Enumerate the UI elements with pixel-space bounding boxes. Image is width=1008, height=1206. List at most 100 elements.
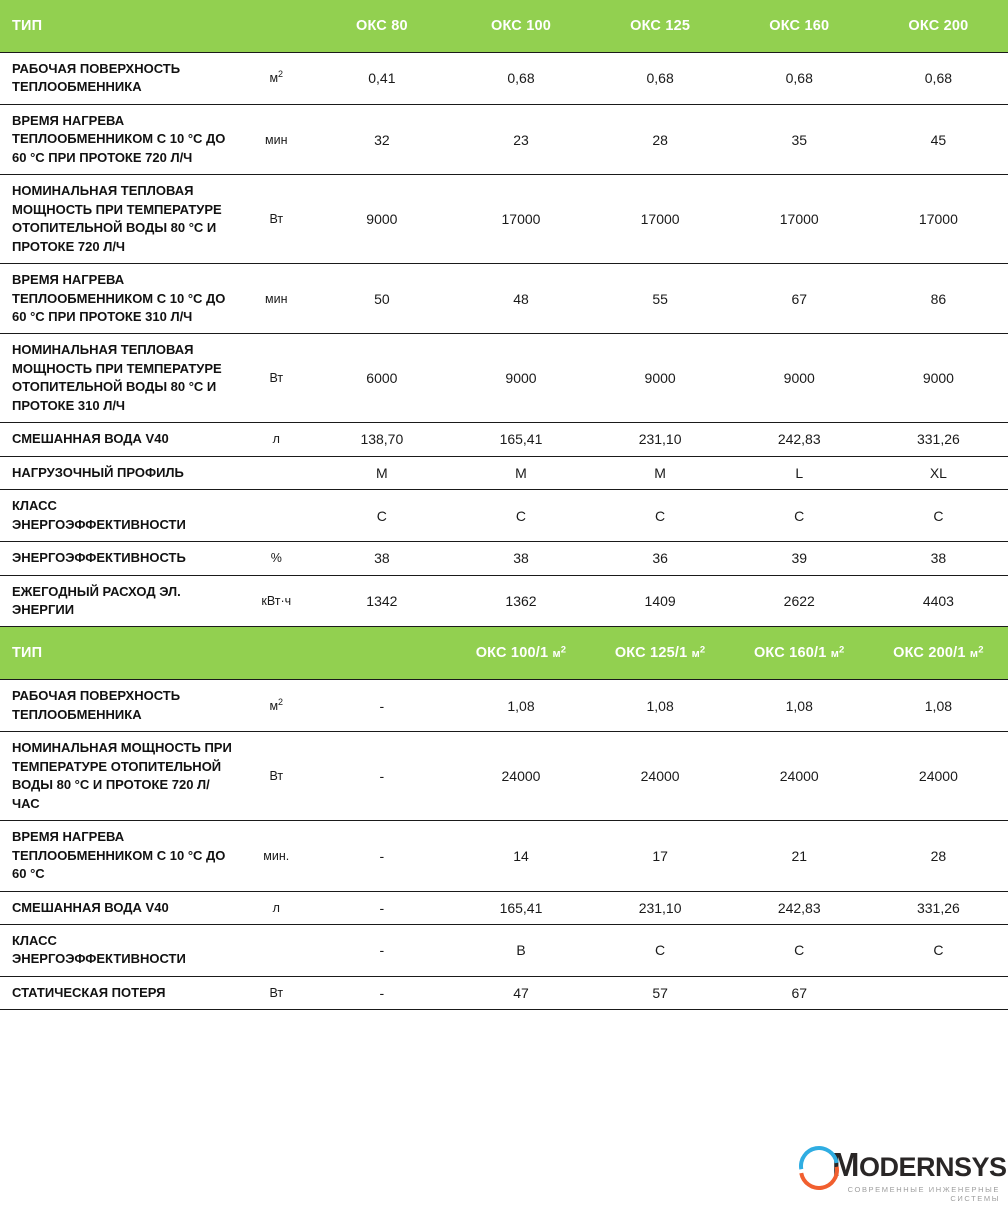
row-unit: Вт — [240, 333, 313, 424]
cell-value: - — [312, 891, 452, 925]
table-row: РАБОЧАЯ ПОВЕРХНОСТЬ ТЕПЛООБМЕННИКА м2 0,… — [0, 52, 1008, 105]
cell-value: 1,08 — [451, 679, 591, 733]
cell-value: C — [729, 924, 869, 977]
cell-value: 9000 — [312, 174, 452, 265]
cell-value: C — [868, 489, 1008, 543]
row-label: НОМИНАЛЬНАЯ ТЕПЛОВАЯ МОЩНОСТЬ ПРИ ТЕМПЕР… — [0, 174, 241, 265]
cell-value: 9000 — [868, 333, 1008, 424]
cell-value: 1362 — [451, 575, 591, 628]
cell-value — [868, 976, 1008, 1011]
unit-text: м2 — [269, 696, 284, 713]
row-label: РАБОЧАЯ ПОВЕРХНОСТЬ ТЕПЛООБМЕННИКА — [0, 679, 241, 733]
cell-value: - — [312, 976, 452, 1011]
cell-value: 55 — [590, 263, 730, 335]
cell-value: B — [451, 924, 591, 977]
cell-value: 32 — [312, 104, 452, 176]
cell-value: 1,08 — [868, 679, 1008, 733]
cell-value: C — [312, 489, 452, 543]
table-row: ЭНЕРГОЭФФЕКТИВНОСТЬ % 38 38 36 39 38 — [0, 541, 1008, 576]
table-row: СТАТИЧЕСКАЯ ПОТЕРЯ Вт - 47 57 67 — [0, 976, 1008, 1011]
row-unit: мин — [240, 263, 313, 335]
cell-value: 0,68 — [729, 52, 869, 105]
table-2-header-row: ТИП ОКС 100/1 м2 ОКС 125/1 м2 ОКС 160/1 … — [0, 627, 1008, 680]
row-label: КЛАСС ЭНЕРГОЭФФЕКТИВНОСТИ — [0, 489, 241, 543]
table-row: КЛАСС ЭНЕРГОЭФФЕКТИВНОСТИ - B C C C — [0, 924, 1008, 977]
cell-value: 50 — [312, 263, 452, 335]
brand-rest: ODERNSYS — [859, 1151, 1007, 1182]
row-label: СМЕШАННАЯ ВОДА V40 — [0, 422, 241, 457]
row-unit: кВт·ч — [240, 575, 313, 628]
header-col-okc-80: ОКС 80 — [355, 18, 408, 34]
row-label: ЭНЕРГОЭФФЕКТИВНОСТЬ — [0, 541, 241, 576]
header-col-okc-100-1m2: ОКС 100/1 м2 — [475, 644, 567, 662]
cell-value: 48 — [451, 263, 591, 335]
row-unit: м2 — [240, 52, 313, 105]
header-col-okc-125-1m2: ОКС 125/1 м2 — [614, 644, 706, 662]
header-type-label: ТИП — [12, 18, 43, 34]
watermark-brand: MODERNSYS — [832, 1148, 1007, 1181]
cell-value: 47 — [451, 976, 591, 1011]
ring-orange-arc — [791, 1142, 847, 1198]
cell-value: 28 — [590, 104, 730, 176]
watermark-tagline: СОВРЕМЕННЫЕ ИНЖЕНЕРНЫЕ СИСТЕМЫ — [847, 1185, 1000, 1203]
cell-value: 17000 — [451, 174, 591, 265]
header-unit-spacer — [240, 627, 312, 680]
cell-value: 67 — [729, 263, 869, 335]
cell-value: 28 — [868, 820, 1008, 892]
cell-value: M — [312, 456, 452, 491]
cell-value: 39 — [729, 541, 869, 576]
cell-value: 242,83 — [729, 422, 869, 457]
cell-value: 38 — [312, 541, 452, 576]
cell-value: 9000 — [729, 333, 869, 424]
cell-value: 67 — [729, 976, 869, 1011]
header-col-okc-160-1m2: ОКС 160/1 м2 — [753, 644, 845, 662]
table-row: ВРЕМЯ НАГРЕВА ТЕПЛООБМЕННИКОМ С 10 °C ДО… — [0, 820, 1008, 892]
table-row: КЛАСС ЭНЕРГОЭФФЕКТИВНОСТИ C C C C C — [0, 489, 1008, 543]
cell-value: 331,26 — [868, 422, 1008, 457]
cell-value: 0,41 — [312, 52, 452, 105]
row-label: НОМИНАЛЬНАЯ МОЩНОСТЬ ПРИ ТЕМПЕРАТУРЕ ОТО… — [0, 731, 241, 822]
cell-value: - — [312, 820, 452, 892]
row-label: РАБОЧАЯ ПОВЕРХНОСТЬ ТЕПЛООБМЕННИКА — [0, 52, 241, 105]
cell-value: 24000 — [868, 731, 1008, 822]
row-unit: м2 — [240, 679, 313, 733]
table-row: НАГРУЗОЧНЫЙ ПРОФИЛЬ M M M L XL — [0, 456, 1008, 491]
cell-value: - — [312, 924, 452, 977]
cell-value: C — [451, 489, 591, 543]
cell-value: 231,10 — [590, 422, 730, 457]
cell-value: 21 — [729, 820, 869, 892]
row-unit: Вт — [240, 731, 313, 822]
row-label: СМЕШАННАЯ ВОДА V40 — [0, 891, 241, 925]
brand-initial: M — [832, 1145, 860, 1183]
cell-value: 231,10 — [590, 891, 730, 925]
cell-value: C — [590, 489, 730, 543]
row-label: ВРЕМЯ НАГРЕВА ТЕПЛООБМЕННИКОМ С 10 °C ДО… — [0, 104, 241, 176]
cell-value: 165,41 — [451, 891, 591, 925]
table-row: НОМИНАЛЬНАЯ МОЩНОСТЬ ПРИ ТЕМПЕРАТУРЕ ОТО… — [0, 731, 1008, 822]
table-row: ВРЕМЯ НАГРЕВА ТЕПЛООБМЕННИКОМ С 10 °C ДО… — [0, 104, 1008, 176]
header-col-okc-125: ОКС 125 — [630, 18, 691, 34]
header-col-blank — [312, 627, 451, 680]
header-unit-spacer — [240, 0, 312, 53]
cell-value: C — [868, 924, 1008, 977]
cell-value: 35 — [729, 104, 869, 176]
row-unit — [240, 924, 313, 977]
table-row: ВРЕМЯ НАГРЕВА ТЕПЛООБМЕННИКОМ С 10 °C ДО… — [0, 263, 1008, 335]
cell-value: 24000 — [590, 731, 730, 822]
cell-value: 24000 — [451, 731, 591, 822]
cell-value: 0,68 — [451, 52, 591, 105]
table-row: ЕЖЕГОДНЫЙ РАСХОД ЭЛ. ЭНЕРГИИ кВт·ч 1342 … — [0, 575, 1008, 628]
table-row: НОМИНАЛЬНАЯ ТЕПЛОВАЯ МОЩНОСТЬ ПРИ ТЕМПЕР… — [0, 333, 1008, 424]
spec-table-2: ТИП ОКС 100/1 м2 ОКС 125/1 м2 ОКС 160/1 … — [0, 627, 1008, 1011]
cell-value: 86 — [868, 263, 1008, 335]
cell-value: 0,68 — [590, 52, 730, 105]
row-label: КЛАСС ЭНЕРГОЭФФЕКТИВНОСТИ — [0, 924, 241, 977]
cell-value: 0,68 — [868, 52, 1008, 105]
row-unit: мин. — [240, 820, 313, 892]
cell-value: 36 — [590, 541, 730, 576]
cell-value: C — [729, 489, 869, 543]
cell-value: 1,08 — [729, 679, 869, 733]
cell-value: 4403 — [868, 575, 1008, 628]
cell-value: 17000 — [729, 174, 869, 265]
